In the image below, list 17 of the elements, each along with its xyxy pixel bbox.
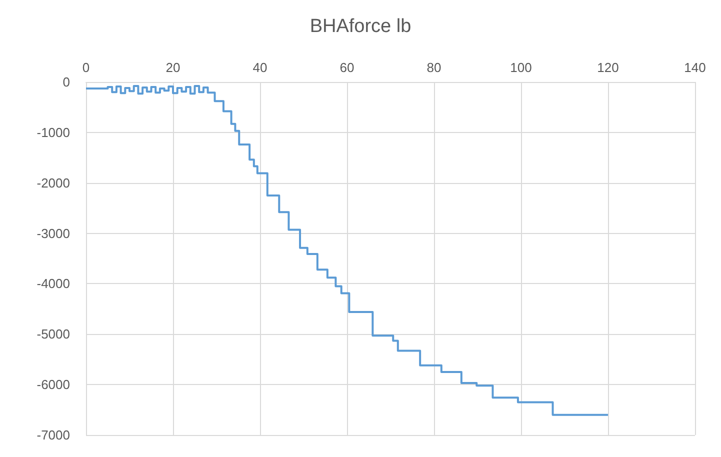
y-tick-label: -1000 (36, 124, 70, 140)
y-tick-label: -6000 (36, 377, 70, 392)
x-tick-label: 60 (340, 60, 354, 75)
x-tick-label: 0 (82, 60, 90, 75)
y-tick-label: -3000 (36, 226, 70, 241)
x-tick-label: 120 (597, 60, 619, 75)
y-tick-label: -2000 (36, 175, 70, 190)
x-tick-label: 20 (166, 60, 180, 75)
x-tick-label: 140 (684, 60, 706, 75)
chart-title: BHAforce lb (310, 16, 412, 37)
x-tick-label: 80 (426, 60, 442, 75)
y-tick-label: -5000 (36, 326, 70, 342)
y-tick-label: -4000 (36, 276, 70, 292)
x-tick-label: 40 (252, 60, 268, 75)
y-tick-label: -7000 (36, 428, 70, 442)
y-tick-label: 0 (62, 74, 70, 90)
x-tick-label: 100 (510, 60, 532, 75)
